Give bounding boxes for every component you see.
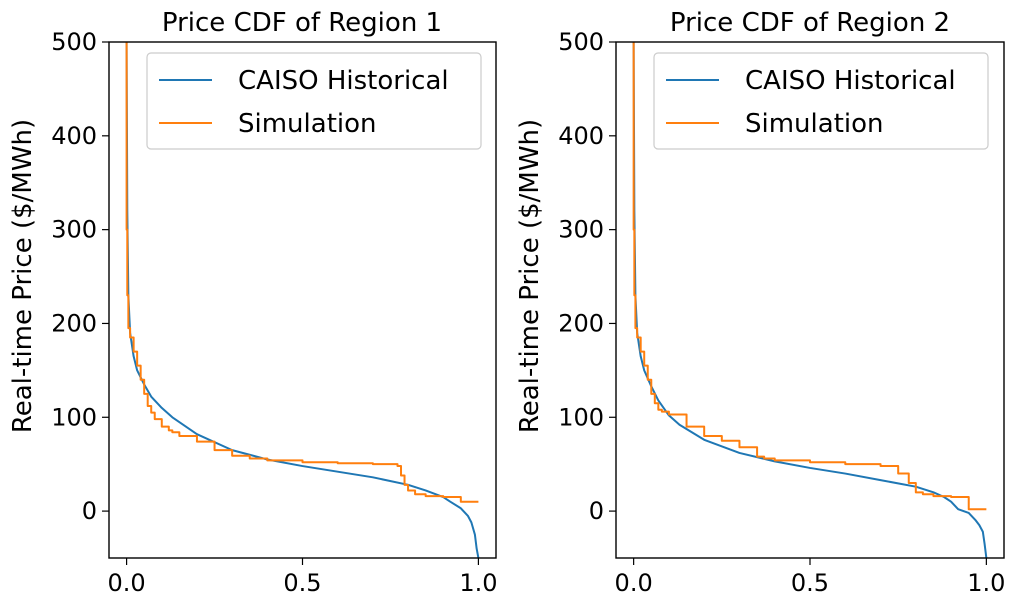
y-tick-label: 500 bbox=[51, 28, 97, 56]
series-line-simulation bbox=[125, 42, 479, 503]
x-tick-label: 0.0 bbox=[108, 569, 146, 597]
y-axis-label: Real-time Price ($/MWh) bbox=[515, 119, 545, 433]
y-tick-label: 200 bbox=[51, 309, 97, 337]
plot-area: 0 100 200 300 400 500 0.0 0.5 1.0 bbox=[558, 28, 1005, 597]
series-line-caiso-historical bbox=[632, 42, 988, 558]
legend-box bbox=[653, 52, 989, 150]
series-line-caiso-historical bbox=[125, 42, 480, 558]
plot-frame bbox=[615, 41, 1005, 559]
chart-title: Price CDF of Region 2 bbox=[670, 8, 950, 38]
legend-label-caiso-historical: CAISO Historical bbox=[745, 66, 956, 96]
y-tick-label: 500 bbox=[558, 28, 604, 56]
x-tick-label: 1.0 bbox=[459, 569, 497, 597]
x-tick-label: 0.5 bbox=[791, 569, 829, 597]
legend-label-simulation: Simulation bbox=[238, 109, 377, 139]
legend-label-simulation: Simulation bbox=[745, 109, 884, 139]
legend-box bbox=[146, 52, 482, 150]
y-tick-label: 200 bbox=[558, 309, 604, 337]
x-tick-label: 1.0 bbox=[967, 569, 1005, 597]
x-tick-label: 0.0 bbox=[615, 569, 653, 597]
plot-frame bbox=[108, 41, 497, 559]
x-tick-label: 0.5 bbox=[283, 569, 321, 597]
y-tick-label: 100 bbox=[51, 403, 97, 431]
legend-label-caiso-historical: CAISO Historical bbox=[238, 66, 449, 96]
y-tick-label: 100 bbox=[558, 403, 604, 431]
y-tick-label: 400 bbox=[51, 122, 97, 150]
series-line-simulation bbox=[632, 42, 987, 511]
chart-panel-region-2: Price CDF of Region 2 Real-time Price ($… bbox=[515, 8, 1005, 597]
plot-area: 0 100 200 300 400 500 0.0 0.5 1.0 bbox=[51, 28, 497, 597]
y-axis-label: Real-time Price ($/MWh) bbox=[8, 119, 38, 433]
y-tick-label: 0 bbox=[82, 497, 97, 525]
legend: CAISO Historical Simulation bbox=[653, 52, 989, 150]
chart-title: Price CDF of Region 1 bbox=[162, 8, 442, 38]
y-tick-label: 300 bbox=[558, 216, 604, 244]
y-tick-label: 300 bbox=[51, 216, 97, 244]
chart-panel-region-1: Price CDF of Region 1 Real-time Price ($… bbox=[8, 8, 497, 597]
y-tick-label: 400 bbox=[558, 122, 604, 150]
y-tick-label: 0 bbox=[589, 497, 604, 525]
legend: CAISO Historical Simulation bbox=[146, 52, 482, 150]
